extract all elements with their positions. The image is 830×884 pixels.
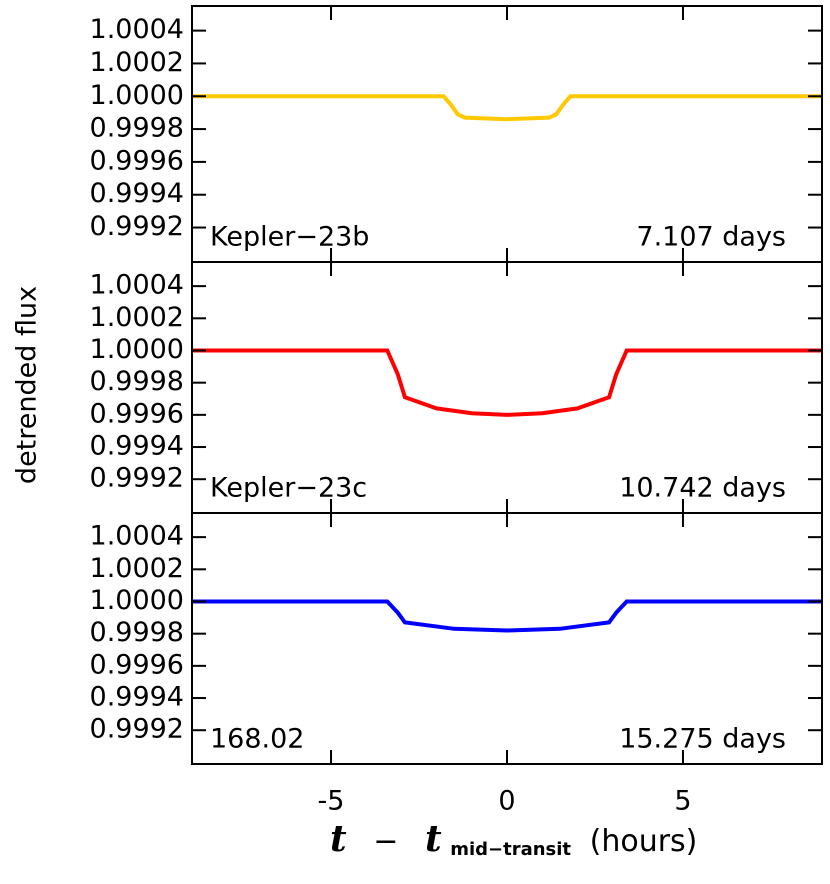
y-tick-label: 0.9992 (90, 211, 184, 242)
y-tick-label: 0.9994 (90, 178, 184, 209)
x-tick-label: -5 (318, 786, 345, 817)
y-tick-label: 1.0000 (90, 80, 184, 111)
y-tick-label: 1.0002 (90, 553, 184, 584)
y-tick-label: 0.9992 (90, 463, 184, 494)
annotation: Kepler−23b (210, 222, 369, 253)
model-curve (192, 348, 822, 417)
x-label-unit: (hours) (590, 824, 698, 859)
y-tick-label: 1.0004 (90, 14, 184, 45)
y-tick-label: 1.0002 (90, 302, 184, 333)
y-tick-label: 0.9996 (90, 145, 184, 176)
y-tick-label: 1.0004 (90, 270, 184, 301)
y-tick-label: 0.9998 (90, 113, 184, 144)
x-label-minus: − (373, 824, 398, 859)
model-curve (192, 94, 822, 122)
y-tick-label: 1.0000 (90, 585, 184, 616)
y-tick-label: 1.0004 (90, 521, 184, 552)
y-tick-label: 1.0002 (90, 47, 184, 78)
y-axis-label: detrended flux (12, 286, 43, 484)
x-axis-label: t − t mid−transit (hours) (330, 818, 697, 865)
y-tick-label: 0.9998 (90, 366, 184, 397)
annotation: 15.275 days (619, 724, 786, 755)
y-tick-label: 0.9998 (90, 617, 184, 648)
annotation: 168.02 (210, 724, 304, 755)
model-curve (192, 599, 822, 633)
x-label-subscript: mid−transit (450, 839, 571, 860)
x-label-t: t (425, 818, 442, 860)
annotation: Kepler−23c (210, 473, 367, 504)
y-tick-label: 0.9994 (90, 431, 184, 462)
y-tick-label: 0.9992 (90, 714, 184, 745)
annotation: 7.107 days (636, 222, 786, 253)
x-label-t: t (330, 818, 347, 860)
y-tick-label: 1.0000 (90, 334, 184, 365)
annotation: 10.742 days (619, 473, 786, 504)
x-tick-label: 5 (674, 786, 691, 817)
y-tick-label: 0.9994 (90, 682, 184, 713)
x-tick-label: 0 (498, 786, 515, 817)
y-tick-label: 0.9996 (90, 649, 184, 680)
y-tick-label: 0.9996 (90, 398, 184, 429)
